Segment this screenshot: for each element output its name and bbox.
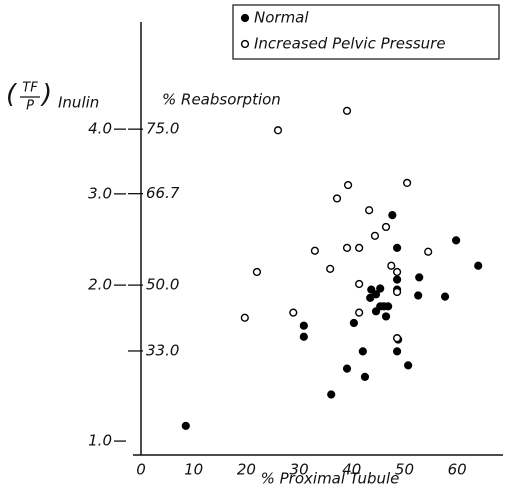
y-axis-label: Inulin bbox=[58, 94, 99, 112]
point bbox=[342, 364, 352, 373]
point bbox=[371, 290, 381, 299]
legend-label: Normal bbox=[254, 9, 309, 27]
point bbox=[415, 273, 424, 282]
point bbox=[381, 312, 391, 321]
y-label-numerator: TF bbox=[22, 81, 38, 96]
point bbox=[365, 206, 374, 215]
y-tick-label: 4.0 bbox=[88, 120, 112, 138]
point bbox=[370, 231, 380, 240]
point bbox=[474, 261, 483, 270]
point bbox=[414, 291, 423, 300]
point bbox=[349, 318, 358, 328]
point bbox=[392, 347, 402, 356]
point bbox=[299, 332, 308, 341]
point bbox=[440, 292, 450, 301]
point bbox=[366, 293, 375, 302]
point bbox=[384, 302, 393, 311]
point bbox=[404, 361, 413, 370]
y-tick-label: 2.0 bbox=[88, 276, 112, 294]
point bbox=[392, 243, 402, 252]
point bbox=[376, 284, 385, 293]
point bbox=[289, 308, 298, 317]
point bbox=[367, 285, 376, 294]
point bbox=[342, 106, 352, 115]
point bbox=[360, 372, 370, 382]
y2-tick-label: 50.0 bbox=[146, 276, 179, 294]
legend-box bbox=[232, 4, 500, 60]
point bbox=[358, 347, 367, 356]
x-tick-label: 50 bbox=[395, 461, 414, 479]
y2-tick-label: 66.7 bbox=[146, 184, 180, 202]
point bbox=[392, 287, 402, 297]
x-tick-label: 20 bbox=[237, 461, 256, 479]
legend-marker bbox=[240, 39, 250, 49]
point bbox=[343, 180, 353, 190]
point bbox=[252, 267, 262, 277]
point bbox=[392, 334, 402, 343]
legend-marker bbox=[240, 13, 250, 23]
y2-axis-label: % Reabsorption bbox=[162, 91, 281, 109]
x-tick-label: 0 bbox=[136, 461, 146, 479]
legend-label: Increased Pelvic Pressure bbox=[254, 35, 446, 53]
x-tick-label: 60 bbox=[448, 461, 467, 479]
point bbox=[332, 194, 342, 203]
paren-left: ( bbox=[6, 80, 18, 110]
x-axis-label: % Proximal Tubule bbox=[261, 470, 400, 488]
x-tick-label: 40 bbox=[342, 461, 361, 479]
x-tick-label: 10 bbox=[184, 461, 203, 479]
point bbox=[273, 126, 283, 135]
point bbox=[371, 307, 381, 316]
y-label-denominator: P bbox=[26, 99, 34, 114]
point bbox=[452, 236, 461, 245]
point bbox=[387, 261, 396, 270]
point bbox=[355, 308, 364, 317]
y2-tick-label: 75.0 bbox=[146, 120, 179, 138]
point bbox=[381, 222, 391, 232]
y-tick-label: 3.0 bbox=[88, 184, 112, 202]
point bbox=[355, 279, 364, 289]
point bbox=[424, 247, 433, 256]
point bbox=[392, 267, 402, 277]
paren-right: ) bbox=[40, 80, 52, 110]
point bbox=[240, 313, 249, 322]
y2-tick-label: 33.0 bbox=[146, 341, 179, 359]
point bbox=[310, 246, 319, 255]
point bbox=[181, 421, 190, 430]
point bbox=[392, 275, 402, 284]
point bbox=[327, 390, 336, 399]
point bbox=[388, 211, 397, 220]
point bbox=[326, 264, 335, 273]
point bbox=[342, 243, 352, 252]
y-tick-label: 1.0 bbox=[88, 432, 112, 450]
x-tick-label: 30 bbox=[290, 461, 309, 479]
point bbox=[355, 243, 364, 252]
point bbox=[299, 321, 308, 330]
point bbox=[402, 178, 412, 188]
